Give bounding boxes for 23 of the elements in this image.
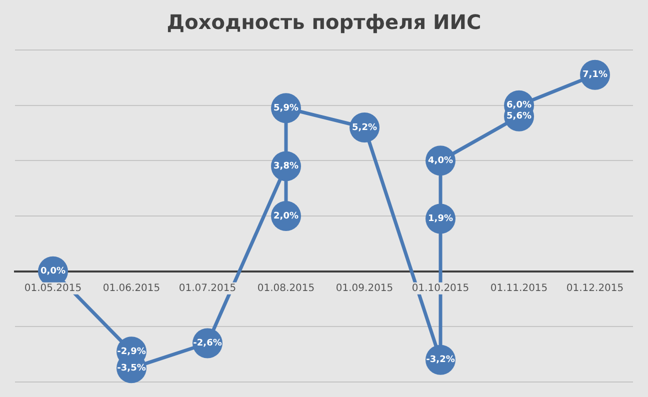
x-tick-label: 01.10.2015 — [412, 282, 470, 294]
data-label: 2,0% — [274, 211, 298, 222]
x-tick-label: 01.07.2015 — [178, 282, 236, 294]
x-tick-label: 01.06.2015 — [102, 282, 160, 294]
x-tick-label: 01.09.2015 — [336, 282, 394, 294]
chart-title: Доходность портфеля ИИС — [166, 10, 482, 34]
data-label: -2,6% — [193, 338, 222, 349]
data-label: -3,5% — [117, 364, 146, 374]
x-tick-label: 01.08.2015 — [257, 282, 315, 294]
data-label: -2,9% — [117, 346, 146, 357]
x-tick-label: 01.11.2015 — [490, 282, 548, 294]
x-tick-label: 01.05.2015 — [24, 282, 82, 294]
data-label: 6,0% — [506, 100, 532, 111]
data-label: 5,2% — [352, 122, 378, 133]
data-label: 4,0% — [428, 156, 453, 166]
x-tick-label: 01.12.2015 — [566, 282, 624, 294]
data-label: 0,0% — [40, 266, 66, 277]
data-label: 5,9% — [274, 103, 298, 114]
data-label: 5,6% — [506, 112, 532, 122]
data-label: 1,9% — [428, 214, 453, 224]
data-label: 3,8% — [274, 162, 298, 172]
data-label: -3,2% — [426, 355, 455, 366]
data-label: 7,1% — [582, 70, 608, 80]
